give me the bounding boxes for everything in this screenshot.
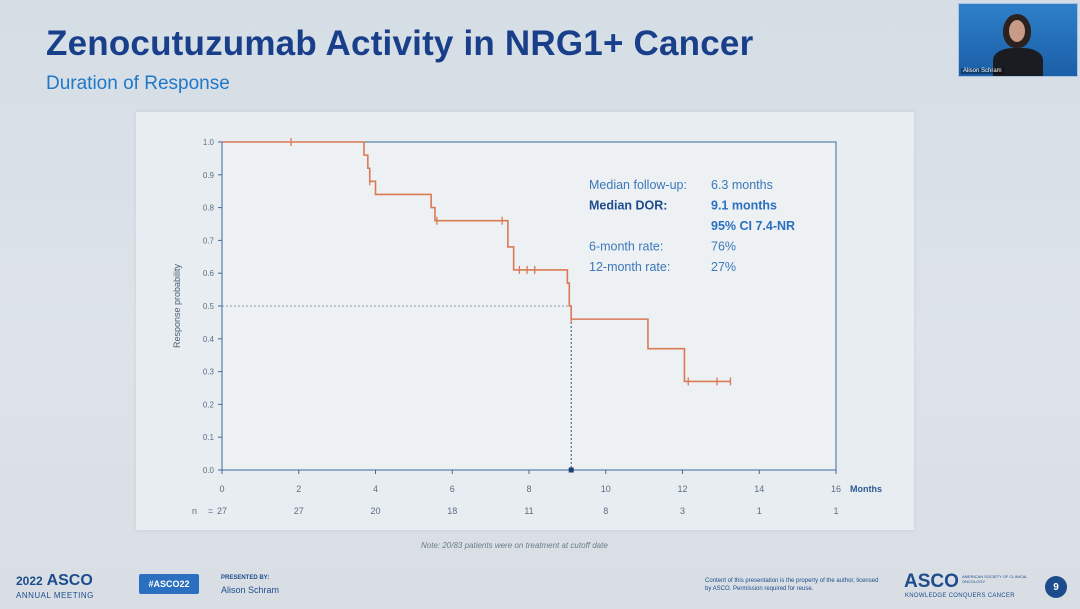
risk-table-count: 27 (217, 506, 227, 516)
annotation-label: 6-month rate: (589, 240, 663, 254)
annotation-value: 6.3 months (711, 178, 773, 192)
y-tick-label: 0.5 (203, 302, 215, 311)
presenter-name: Alison Schram (221, 585, 280, 595)
hashtag-badge: #ASCO22 (139, 574, 199, 594)
presenter-video-thumbnail[interactable]: Alison Schram (958, 3, 1078, 77)
x-tick-label: 2 (296, 484, 301, 494)
y-tick-label: 0.2 (203, 400, 215, 409)
median-marker (568, 467, 574, 473)
x-tick-label: 6 (450, 484, 455, 494)
x-tick-label: 4 (373, 484, 378, 494)
x-tick-label: 14 (754, 484, 764, 494)
asco-tagline: KNOWLEDGE CONQUERS CANCER (905, 593, 1015, 599)
y-axis-label: Response probability (172, 263, 182, 348)
slide-subtitle: Duration of Response (46, 73, 230, 94)
asco-annual-meeting-logo: 2022 ASCO (16, 572, 93, 590)
risk-table-count: 1 (757, 506, 762, 516)
presenter-body (993, 48, 1043, 76)
x-tick-label: 12 (677, 484, 687, 494)
y-tick-label: 0.8 (203, 204, 215, 213)
chart-footnote: Note: 20/83 patients were on treatment a… (421, 541, 608, 550)
slide-title: Zenocutuzumab Activity in NRG1+ Cancer (46, 24, 754, 63)
x-tick-label: 10 (601, 484, 611, 494)
x-tick-label: 0 (219, 484, 224, 494)
presenter-face (1009, 20, 1025, 42)
risk-table-equals: = (208, 506, 213, 516)
annotation-label: Median follow-up: (589, 178, 687, 192)
risk-table-count: 3 (680, 506, 685, 516)
meeting-brand: ASCO (46, 572, 93, 589)
copyright-disclaimer: Content of this presentation is the prop… (705, 578, 879, 592)
annotation-value: 9.1 months (711, 199, 777, 213)
x-axis-label: Months (850, 484, 882, 494)
presented-by-label: PRESENTED BY: (221, 575, 270, 581)
km-step-curve (222, 141, 731, 383)
y-tick-label: 0.4 (203, 335, 215, 344)
risk-table-count: 1 (833, 506, 838, 516)
meeting-year: 2022 (16, 574, 43, 588)
kaplan-meier-chart: 0.0 0.1 0.2 0.3 0.4 0.5 0.6 0.7 0.8 0.9 1.0 0 2 4 6 8 10… (172, 138, 882, 516)
asco-logo: ASCO (904, 571, 959, 592)
risk-table-label: n (192, 506, 197, 516)
meeting-sub: ANNUAL MEETING (16, 591, 94, 600)
risk-table-count: 27 (294, 506, 304, 516)
y-tick-label: 0.0 (203, 466, 215, 475)
y-tick-label: 0.1 (203, 433, 215, 442)
plot-frame (221, 141, 837, 471)
risk-table-count: 20 (370, 506, 380, 516)
risk-table-count: 11 (524, 506, 533, 516)
x-tick-label: 8 (526, 484, 531, 494)
y-tick-label: 0.9 (203, 171, 215, 180)
risk-table-count: 18 (447, 506, 457, 516)
y-tick-label: 0.3 (203, 368, 215, 377)
annotation-value: 95% CI 7.4-NR (711, 219, 795, 233)
presenter-video-name: Alison Schram (961, 68, 1004, 74)
annotation-label: 12-month rate: (589, 260, 670, 274)
page-number-badge: 9 (1045, 576, 1067, 598)
annotation-label: Median DOR: (589, 199, 667, 213)
risk-table-count: 8 (603, 506, 608, 516)
y-tick-label: 1.0 (203, 138, 215, 147)
x-tick-label: 16 (831, 484, 841, 494)
annotation-value: 27% (711, 260, 736, 274)
asco-org-name: AMERICAN SOCIETY OF CLINICAL ONCOLOGY (962, 574, 1028, 584)
annotation-value: 76% (711, 240, 736, 254)
y-tick-label: 0.6 (203, 269, 215, 278)
y-tick-label: 0.7 (203, 236, 215, 245)
